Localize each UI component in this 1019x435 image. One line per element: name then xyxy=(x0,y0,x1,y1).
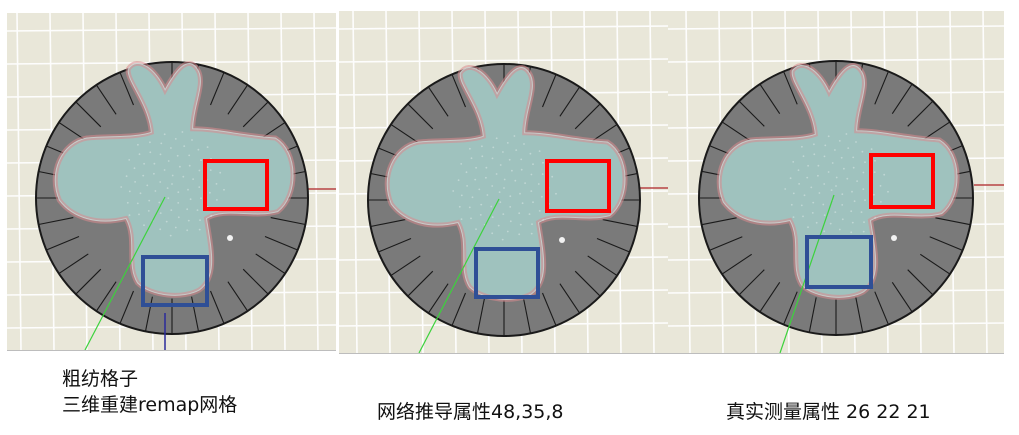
caption-line: 网络推导属性48,35,8 xyxy=(377,401,564,423)
specular-spot xyxy=(559,237,565,243)
red-highlight-box xyxy=(203,159,269,211)
mesh-texture xyxy=(784,133,889,239)
caption-line: 粗纺格子 xyxy=(62,368,139,390)
caption-panel-1: 粗纺格子 三维重建remap网格 xyxy=(62,366,237,418)
blue-highlight-box xyxy=(474,247,540,299)
caption-panel-2: 网络推导属性48,35,8 xyxy=(377,397,564,424)
specular-spot xyxy=(891,235,897,241)
viewport-panel-1 xyxy=(7,13,336,351)
axis-y-line xyxy=(418,198,500,353)
mesh-outline xyxy=(54,63,294,296)
red-highlight-box xyxy=(545,159,611,213)
blue-highlight-box xyxy=(805,235,873,289)
mesh-outline xyxy=(386,67,626,300)
mesh-render-1 xyxy=(7,13,336,350)
viewport-panel-2 xyxy=(339,11,669,354)
specular-spot xyxy=(227,235,233,241)
mesh-render-2 xyxy=(339,11,669,353)
viewport-panel-3 xyxy=(668,11,1004,354)
mesh-outline xyxy=(718,65,958,298)
disk-segments xyxy=(368,64,640,336)
red-highlight-box xyxy=(869,153,935,209)
caption-line: 真实测量属性 26 22 21 xyxy=(726,401,931,423)
caption-panel-3: 真实测量属性 26 22 21 xyxy=(726,397,931,424)
axis-y-line xyxy=(84,196,166,350)
mesh-render-3 xyxy=(668,11,1004,353)
caption-line: 三维重建remap网格 xyxy=(62,394,238,416)
blue-highlight-box xyxy=(141,255,209,307)
